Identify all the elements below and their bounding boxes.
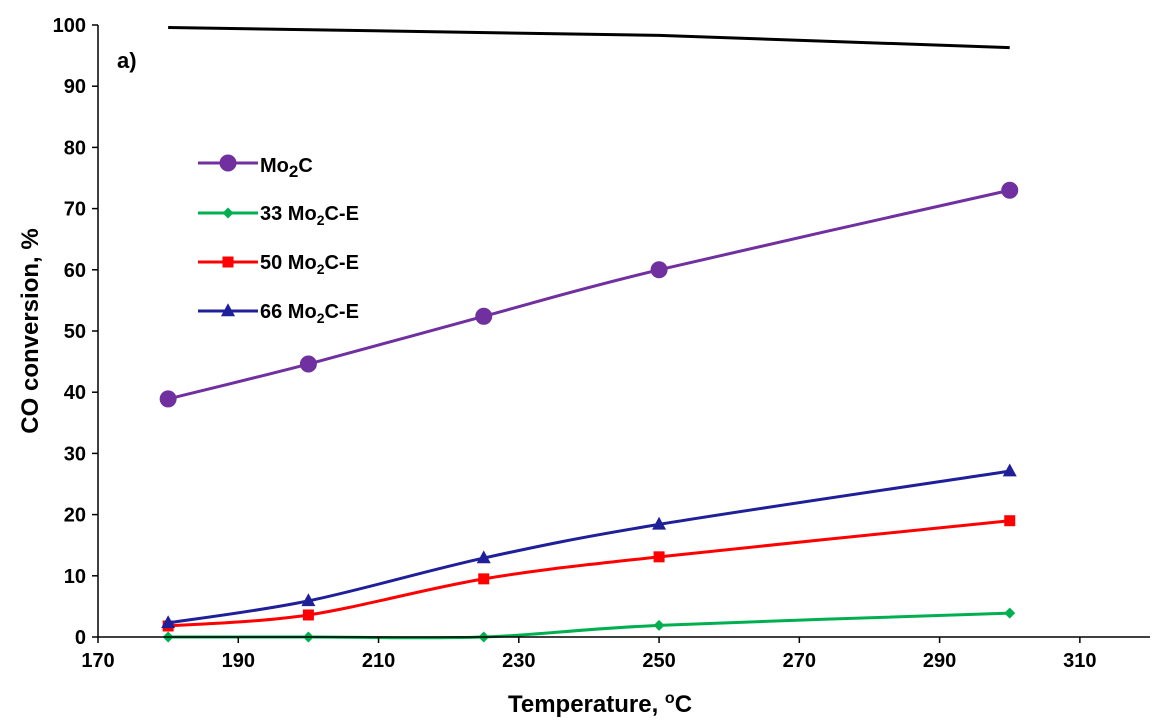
legend-marker [222, 256, 234, 268]
series-3 [162, 515, 1016, 632]
x-axis-title-superscript: o [665, 690, 675, 707]
x-tick-label: 270 [783, 650, 816, 672]
data-point [1004, 607, 1016, 619]
data-point [475, 307, 493, 325]
x-tick-label: 190 [222, 650, 255, 672]
y-tick-label: 60 [64, 260, 86, 282]
x-axis-title-main: Temperature, [508, 691, 665, 718]
data-point [650, 261, 668, 279]
data-point [1002, 463, 1017, 477]
data-point [161, 615, 176, 629]
x-tick-label: 170 [81, 650, 114, 672]
legend-label: 66 Mo2C-E [260, 301, 359, 326]
y-tick-label: 50 [64, 321, 86, 343]
y-tick-label: 20 [64, 505, 86, 527]
legend-marker [222, 207, 234, 219]
panel-label: a) [117, 48, 137, 73]
y-tick-label: 90 [64, 76, 86, 98]
series-line [167, 188, 1011, 401]
data-point [652, 516, 667, 530]
y-tick-label: 10 [64, 566, 86, 588]
series-line [168, 519, 1010, 628]
legend-marker [221, 303, 235, 317]
y-tick-label: 80 [64, 137, 86, 159]
legend-marker [219, 154, 237, 172]
legend-item-2: 33 Mo2C-E [198, 203, 359, 228]
y-axis-title: CO conversion, % [17, 228, 44, 433]
data-point [1004, 515, 1016, 527]
x-axis-title: Temperature, oC [508, 690, 692, 718]
x-tick-label: 210 [362, 650, 395, 672]
legend-label: 50 Mo2C-E [260, 252, 359, 277]
data-point [478, 573, 490, 585]
y-tick-label: 30 [64, 443, 86, 465]
legend-label: Mo2C [260, 155, 313, 181]
legend-item-3: 50 Mo2C-E [198, 252, 359, 277]
x-axis-title-unit: C [675, 691, 692, 718]
data-point [653, 619, 665, 631]
data-point [301, 593, 316, 607]
series-4 [161, 463, 1017, 629]
data-point [302, 609, 314, 621]
legend-item-1: Mo2C [198, 154, 313, 181]
x-tick-label: 250 [642, 650, 675, 672]
reference-line [168, 25, 1010, 50]
series-1 [159, 181, 1019, 408]
data-point [159, 390, 177, 408]
x-tick-label: 310 [1063, 650, 1096, 672]
data-point [299, 355, 317, 373]
y-tick-label: 0 [75, 627, 86, 649]
y-tick-label: 70 [64, 199, 86, 221]
y-tick-label: 100 [53, 15, 86, 37]
data-point [476, 550, 491, 564]
x-tick-label: 230 [502, 650, 535, 672]
data-point [1001, 181, 1019, 199]
data-point [653, 551, 665, 563]
x-tick-label: 290 [923, 650, 956, 672]
legend-label: 33 Mo2C-E [260, 203, 359, 228]
series-line [167, 469, 1010, 625]
y-tick-label: 40 [64, 382, 86, 404]
legend-item-4: 66 Mo2C-E [198, 301, 359, 326]
